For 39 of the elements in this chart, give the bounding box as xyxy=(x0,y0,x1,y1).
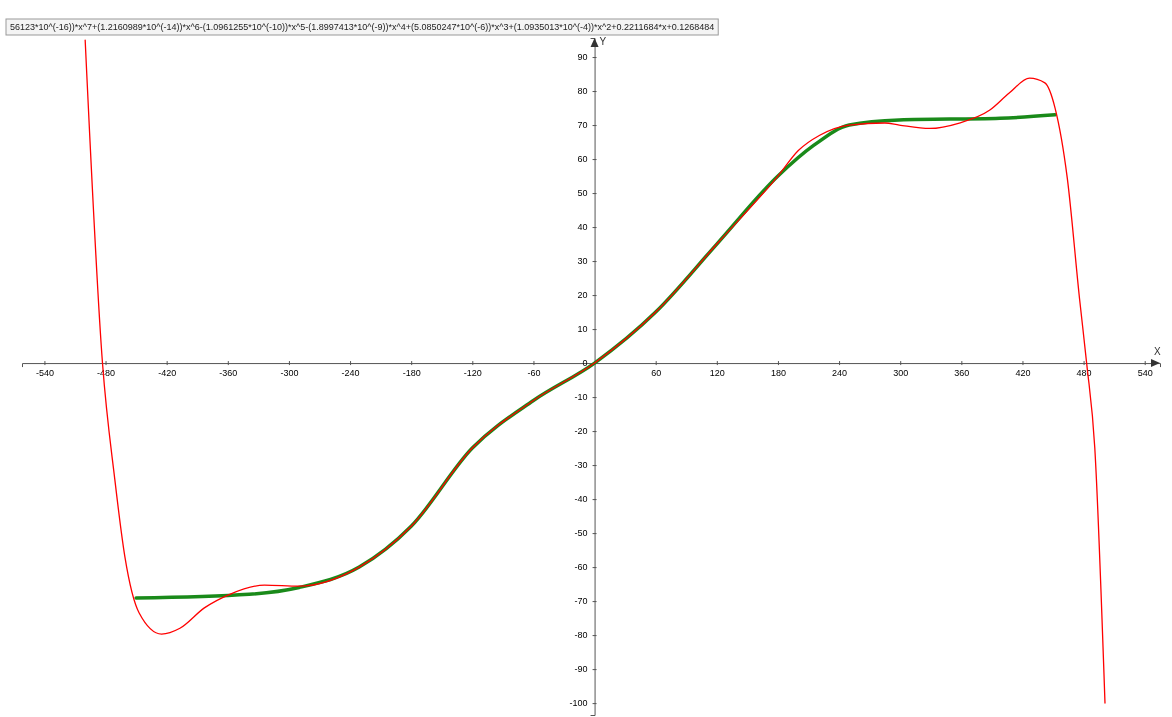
x-tick-label: 60 xyxy=(651,368,662,379)
x-tick-label: -360 xyxy=(219,368,238,379)
y-tick-label: 0 xyxy=(582,358,588,369)
x-tick-label: 420 xyxy=(1015,368,1031,379)
x-tick-label: 540 xyxy=(1137,368,1153,379)
x-tick-label: 240 xyxy=(832,368,848,379)
y-tick-label: 90 xyxy=(577,52,588,63)
x-tick-label: 360 xyxy=(954,368,970,379)
y-tick-label: -40 xyxy=(574,494,588,505)
x-tick-label: -420 xyxy=(158,368,177,379)
y-tick-label: 30 xyxy=(577,256,588,267)
y-tick-label: -10 xyxy=(574,392,588,403)
y-tick-label: -80 xyxy=(574,630,588,641)
y-tick-label: -30 xyxy=(574,460,588,471)
y-tick-label: -20 xyxy=(574,426,588,437)
x-tick-label: 120 xyxy=(709,368,725,379)
y-tick-label: 60 xyxy=(577,154,588,165)
x-tick-label: -180 xyxy=(402,368,421,379)
x-axis-title: X xyxy=(1154,346,1161,358)
y-tick-label: -60 xyxy=(574,562,588,573)
y-tick-label: -50 xyxy=(574,528,588,539)
x-tick-label: -540 xyxy=(35,368,54,379)
y-tick-label: -100 xyxy=(569,698,588,709)
y-axis-title: Y xyxy=(599,36,607,47)
y-tick-label: 70 xyxy=(577,120,588,131)
y-tick-label: 80 xyxy=(577,86,588,97)
x-tick-label: -300 xyxy=(280,368,299,379)
y-tick-label: -70 xyxy=(574,596,588,607)
y-tick-label: 40 xyxy=(577,222,588,233)
y-tick-label: 10 xyxy=(577,324,588,335)
x-tick-label: -120 xyxy=(463,368,482,379)
x-tick-label: 300 xyxy=(893,368,909,379)
y-tick-label: 20 xyxy=(577,290,588,301)
x-tick-label: -240 xyxy=(341,368,360,379)
text: 56123*10^(-16))*x^7+(1.2160989*10^(-14))*x^6-(1.0961255*10^(-10))*x^5-(1.8997413*10^(-9))*x^4+(5.0850247*10^(-6))*x^3+(1.0935013*10^(-4))*x^2+0.2211684*x+0.1268484 xyxy=(10,22,715,32)
y-tick-label: 50 xyxy=(577,188,588,199)
y-tick-label: -90 xyxy=(574,664,588,675)
x-tick-label: 180 xyxy=(770,368,786,379)
x-tick-label: -60 xyxy=(527,368,541,379)
